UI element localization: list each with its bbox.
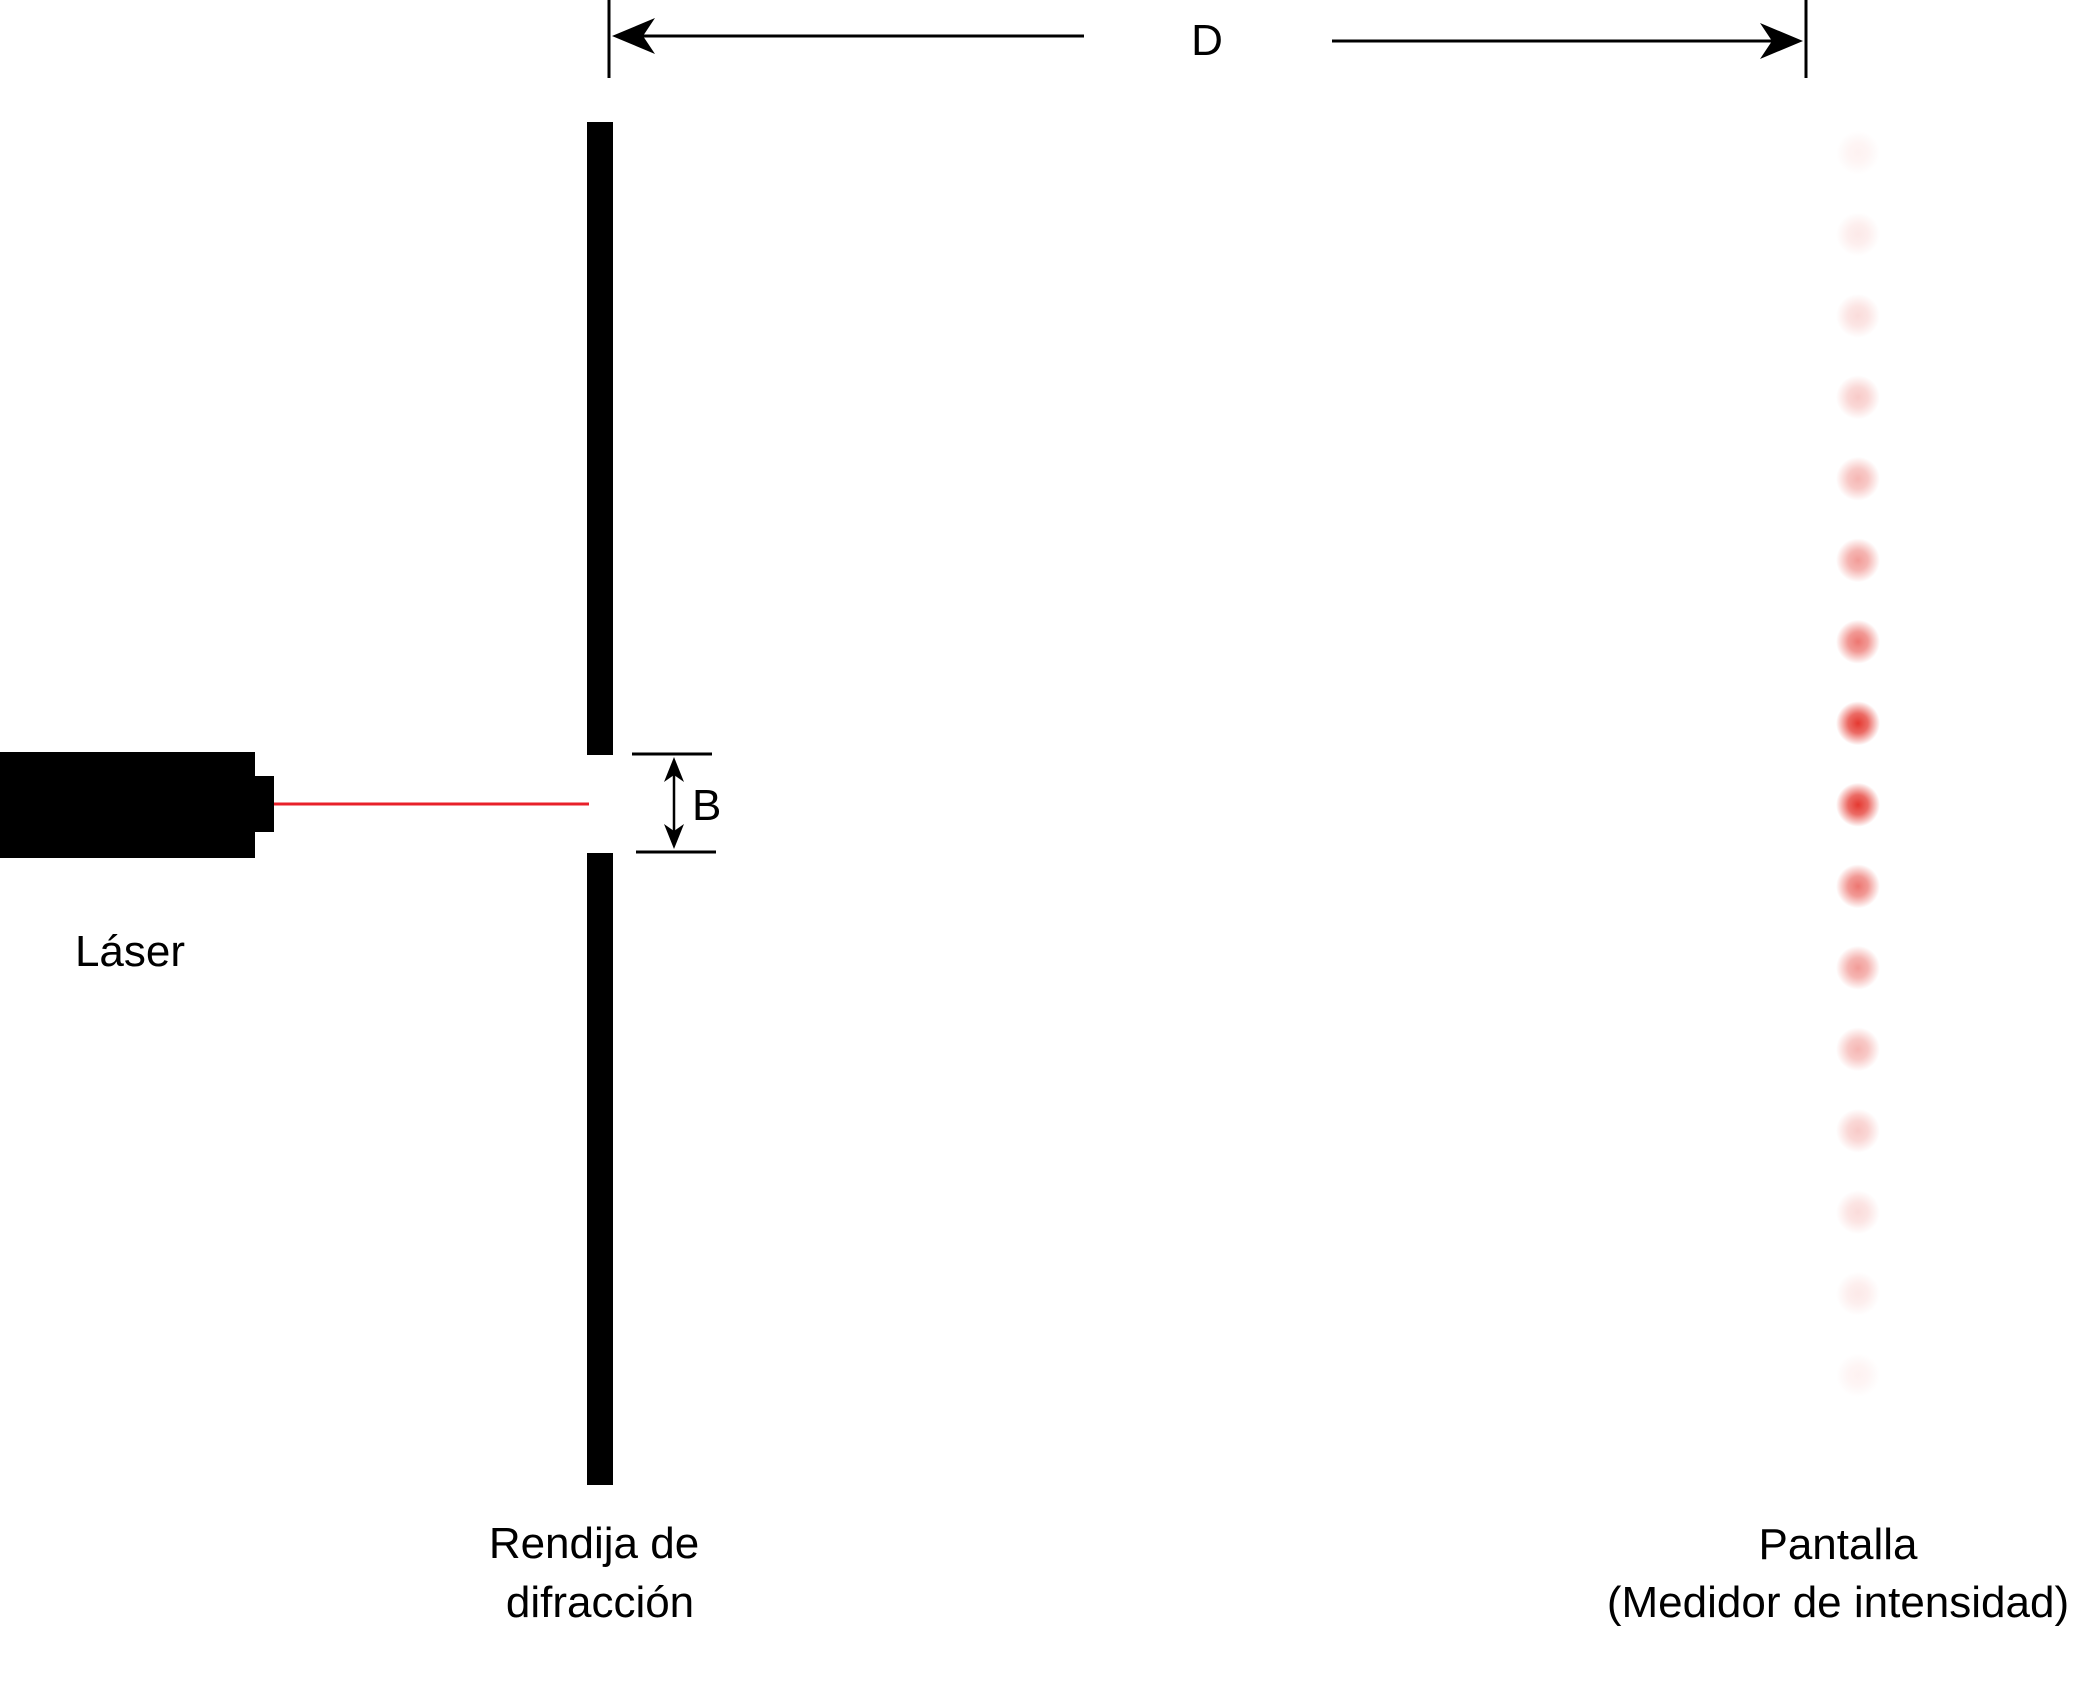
- laser-body: [0, 752, 255, 858]
- diffraction-spot: [1836, 456, 1880, 501]
- diffraction-spot: [1836, 864, 1880, 909]
- distance-arrow-right-head: [1760, 23, 1803, 59]
- diffraction-spot: [1836, 782, 1880, 827]
- screen-label-line1: Pantalla: [1758, 1520, 1918, 1569]
- laser-device: [0, 752, 274, 858]
- diffraction-spot: [1836, 1353, 1880, 1398]
- diffraction-spot: [1836, 619, 1880, 664]
- diffraction-spot: [1836, 701, 1880, 746]
- laser-label: Láser: [75, 927, 185, 976]
- slit-width-label: B: [692, 781, 721, 830]
- distance-arrow-left-head: [612, 18, 655, 54]
- diffraction-spot: [1836, 130, 1880, 175]
- laser-nozzle: [252, 776, 274, 832]
- slit-label-line2: difracción: [506, 1578, 694, 1627]
- diffraction-spot: [1836, 538, 1880, 583]
- diffraction-spot: [1836, 945, 1880, 990]
- slit-width-dimension: B: [632, 752, 721, 854]
- slit-width-arrow-up-head: [664, 757, 684, 782]
- diffraction-spot: [1836, 1027, 1880, 1072]
- diffraction-spot: [1836, 293, 1880, 338]
- diffraction-spot: [1836, 1190, 1880, 1235]
- slit-barrier-top: [587, 122, 613, 755]
- diffraction-slit: [587, 122, 613, 1485]
- diffraction-pattern: [1836, 130, 1880, 1398]
- diffraction-spot: [1836, 1271, 1880, 1316]
- distance-label: D: [1191, 16, 1223, 65]
- diffraction-spot: [1836, 375, 1880, 420]
- distance-dimension: D: [607, 0, 1808, 78]
- diffraction-spot: [1836, 1108, 1880, 1153]
- slit-barrier-bottom: [587, 853, 613, 1485]
- diffraction-spot: [1836, 212, 1880, 257]
- slit-width-arrow-down-head: [664, 824, 684, 849]
- slit-label-line1: Rendija de: [489, 1519, 699, 1568]
- screen-label-line2: (Medidor de intensidad): [1607, 1578, 2069, 1627]
